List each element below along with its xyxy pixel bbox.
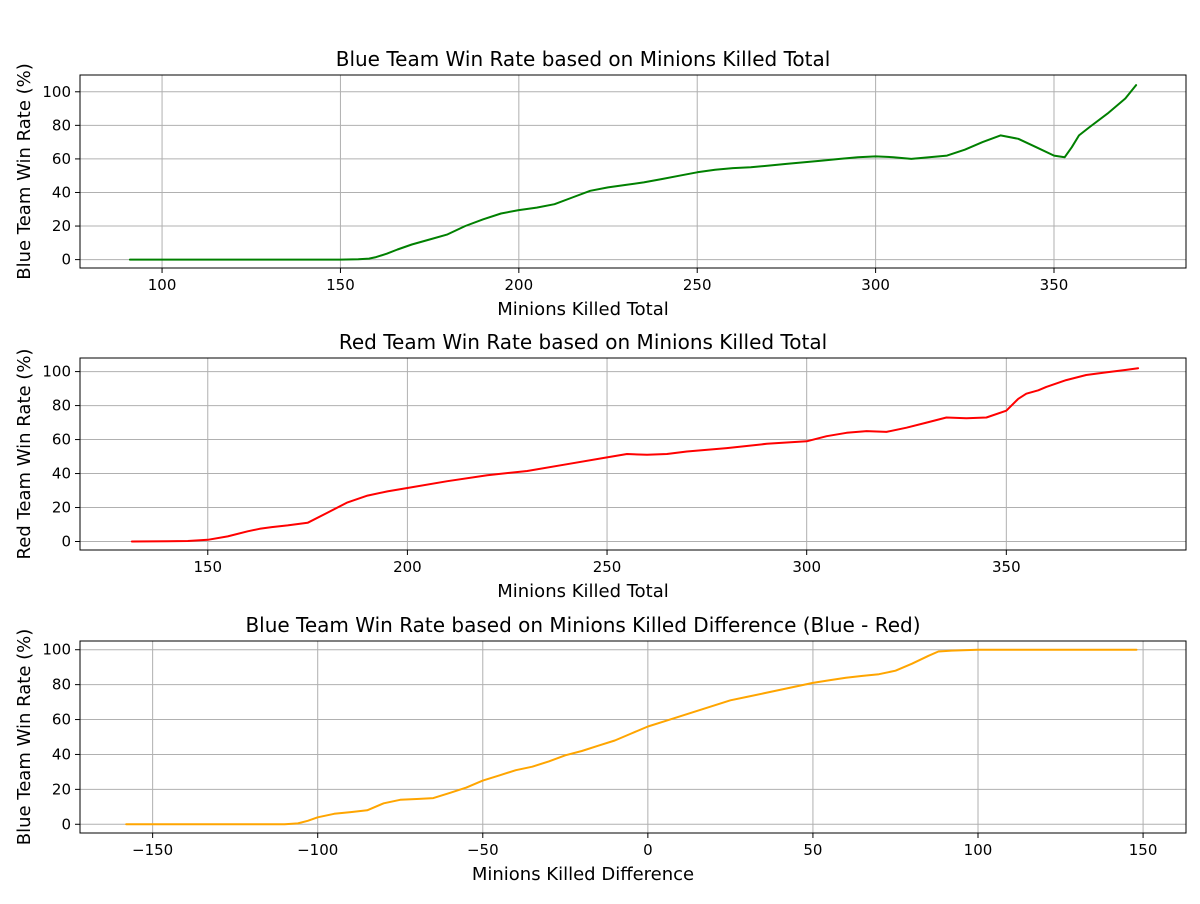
x-tick-label: 250 [683,276,712,294]
y-tick-label: 80 [52,397,71,415]
axes-frame [79,357,1187,551]
chart-title: Blue Team Win Rate based on Minions Kill… [336,47,831,71]
x-tick-label: 200 [505,276,534,294]
chart-panel-1: 100 150 200 250 300 350 0 20 40 60 80 100 Blue Team … [14,47,1187,320]
x-tick-label: −100 [297,841,338,859]
y-axis-label: Red Team Win Rate (%) [14,349,35,560]
y-axis-label: Blue Team Win Rate (%) [14,629,35,846]
y-tick-label: 20 [52,499,71,517]
x-tick-label: 150 [1129,841,1158,859]
axes-frame [79,74,1187,269]
y-tick-label: 20 [52,780,71,798]
chart-title: Blue Team Win Rate based on Minions Kill… [245,613,920,637]
x-tick-label: 100 [964,841,993,859]
x-tick-label: 150 [193,558,222,576]
x-tick-label: −50 [467,841,499,859]
x-axis-label: Minions Killed Total [497,581,669,602]
y-tick-label: 100 [42,363,71,381]
x-tick-label: 50 [803,841,822,859]
y-tick-label: 20 [52,217,71,235]
y-tick-label: 60 [52,711,71,729]
y-tick-label: 0 [61,533,71,551]
x-tick-label: −150 [132,841,173,859]
y-tick-label: 0 [61,815,71,833]
x-axis-label: Minions Killed Total [497,299,669,320]
y-tick-label: 80 [52,116,71,134]
y-tick-label: 100 [42,641,71,659]
x-tick-label: 250 [593,558,622,576]
y-tick-label: 100 [42,83,71,101]
x-tick-label: 200 [393,558,422,576]
chart-title: Red Team Win Rate based on Minions Kille… [339,330,827,354]
x-tick-label: 100 [148,276,177,294]
y-tick-label: 60 [52,431,71,449]
chart-panel-2: 150 200 250 300 350 0 20 40 60 80 100 Red Team Win … [14,330,1187,602]
y-tick-label: 40 [52,183,71,201]
axes-frame [79,640,1187,834]
x-tick-label: 300 [792,558,821,576]
y-tick-label: 0 [61,251,71,269]
x-tick-label: 300 [861,276,890,294]
x-tick-label: 150 [326,276,355,294]
x-tick-label: 0 [643,841,653,859]
x-tick-label: 350 [992,558,1021,576]
y-tick-label: 80 [52,676,71,694]
series-line [128,84,1138,261]
y-tick-label: 40 [52,745,71,763]
x-axis-label: Minions Killed Difference [472,864,694,885]
y-tick-label: 40 [52,465,71,483]
chart-panel-3: −150 −100 −50 0 50 100 150 0 20 40 60 80 100 Blue Tea… [14,613,1187,885]
y-tick-label: 60 [52,150,71,168]
x-tick-label: 350 [1040,276,1069,294]
y-axis-label: Blue Team Win Rate (%) [14,63,35,280]
series-line [130,367,1140,543]
series-line [125,648,1138,826]
